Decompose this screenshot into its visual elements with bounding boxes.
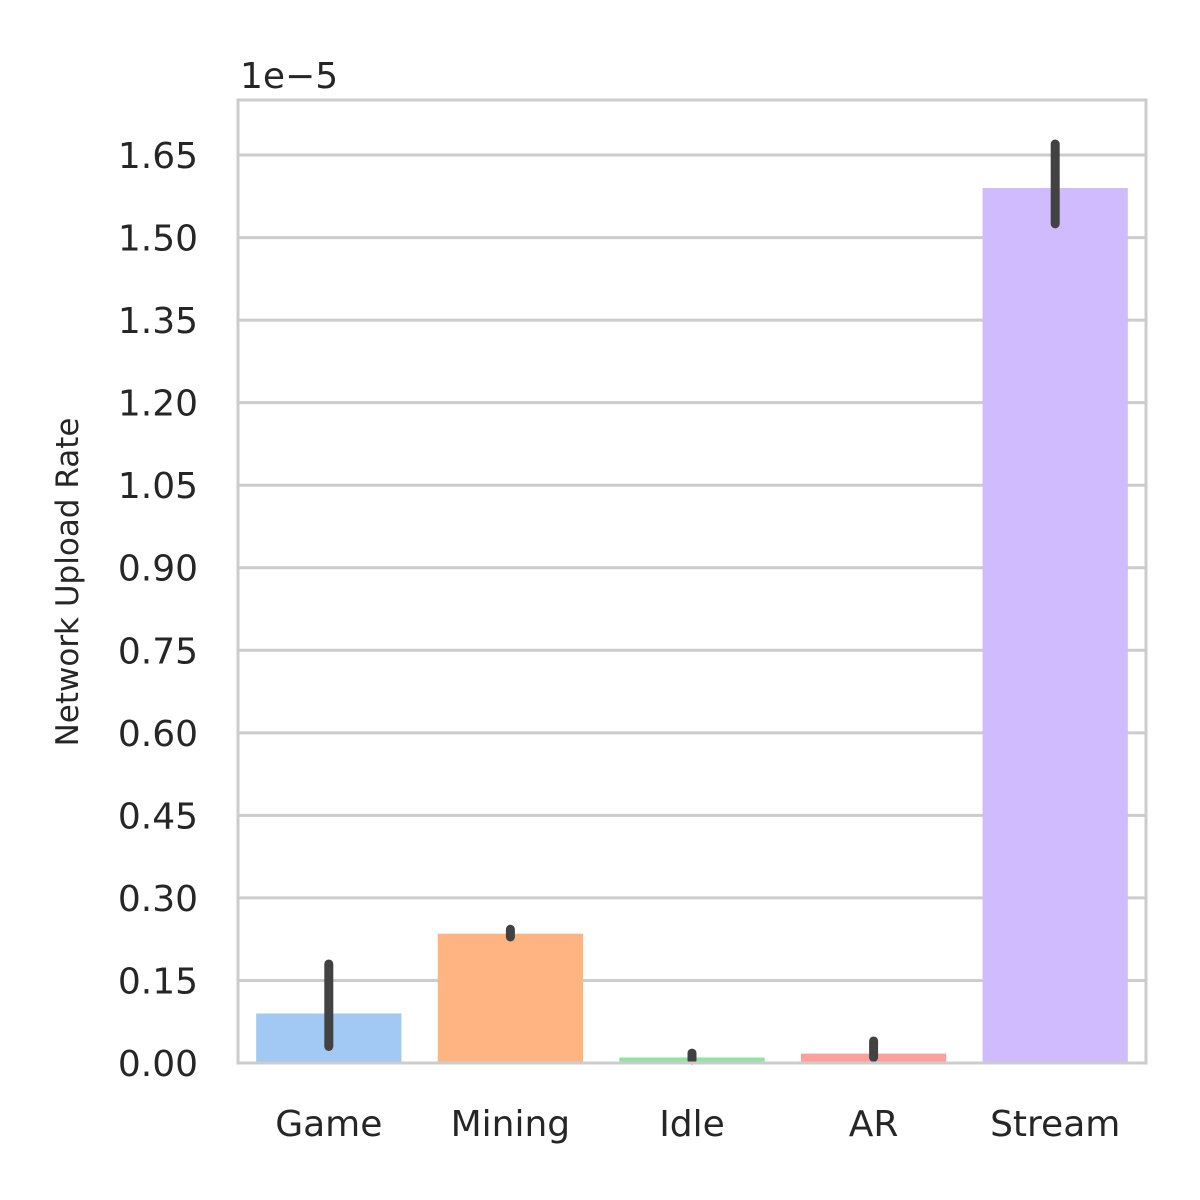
y-tick-label: 1.35 (118, 301, 198, 342)
y-tick-label: 1.65 (118, 136, 198, 177)
x-tick-label: AR (849, 1104, 899, 1145)
y-tick-label: 1.20 (118, 384, 198, 425)
y-tick-label: 0.30 (118, 879, 198, 920)
plot-frame (236, 98, 1148, 1065)
y-tick-label: 0.75 (118, 631, 198, 672)
y-tick-label: 1.05 (118, 466, 198, 507)
y-tick-label: 0.15 (118, 961, 198, 1002)
y-tick-label: 0.90 (118, 549, 198, 590)
y-tick-label: 1.50 (118, 219, 198, 260)
y-scale-exponent: 1e−5 (240, 56, 338, 97)
y-tick-labels: 0.00 0.15 0.30 0.45 0.60 0.75 0.90 1.05 1.20 1.35… (118, 136, 198, 1085)
x-tick-label: Mining (451, 1104, 571, 1145)
bar-stream (982, 188, 1128, 1063)
y-tick-label: 0.60 (118, 714, 198, 755)
y-tick-label: 0.00 (118, 1044, 198, 1085)
x-tick-labels: Game Mining Idle AR Stream (275, 1104, 1120, 1145)
error-bars (324, 139, 1060, 1065)
y-axis-title: Network Upload Rate (50, 418, 86, 747)
x-tick-label: Game (275, 1104, 382, 1145)
bar-mining (437, 933, 584, 1063)
y-tick-label: 0.45 (118, 796, 198, 837)
x-tick-label: Idle (659, 1104, 725, 1145)
x-tick-label: Stream (990, 1104, 1120, 1145)
